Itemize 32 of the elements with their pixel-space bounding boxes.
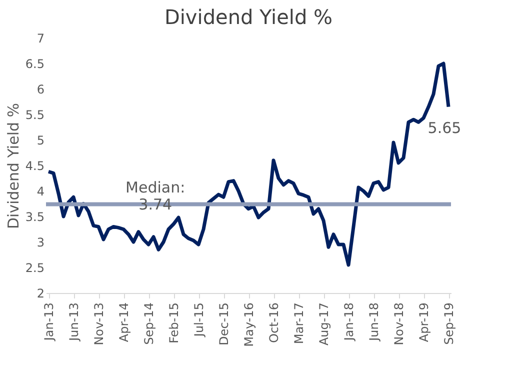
x-tick-label: Oct-16	[267, 302, 281, 343]
x-tick-label: Jan-13	[42, 302, 56, 342]
x-tick-label: Apr-19	[417, 302, 431, 342]
chart-title: Dividend Yield %	[164, 5, 333, 29]
y-tick-label: 5	[36, 134, 44, 148]
y-tick-label: 4	[36, 184, 44, 198]
x-tick-label: Mar-17	[292, 302, 306, 344]
ref-line-label: Median: 3.74	[126, 178, 186, 214]
x-tick-label: Apr-14	[117, 302, 131, 342]
y-tick-label: 7	[36, 32, 44, 46]
x-tick-label: Dec-15	[217, 302, 231, 346]
x-tick-label: Sep-14	[142, 302, 156, 345]
y-tick-label: 2.5	[25, 261, 44, 275]
y-tick-label: 3	[36, 236, 44, 250]
x-tick-label: Aug-17	[317, 302, 331, 346]
y-tick-label: 6	[36, 82, 44, 96]
x-tick-label: Nov-18	[392, 302, 406, 346]
x-tick-label: Sep-19	[442, 302, 456, 345]
y-axis-title: Dividend Yield %	[4, 102, 22, 230]
y-tick-label: 6.5	[25, 57, 44, 71]
x-tick-label: Nov-13	[92, 302, 106, 346]
y-tick-label: 2	[36, 286, 44, 300]
x-tick-label: Jun-13	[67, 302, 81, 342]
x-tick-label: Jan-18	[342, 302, 356, 342]
y-tick-label: 4.5	[25, 159, 44, 173]
x-tick-label: May-16	[242, 302, 256, 347]
annotation: 5.65	[428, 118, 462, 137]
x-tick-label: Jul-15	[192, 302, 206, 338]
y-tick-label: 3.5	[25, 210, 44, 224]
x-tick-label: Feb-15	[167, 302, 181, 344]
y-tick-label: 5.5	[25, 108, 44, 122]
x-tick-label: Jun-18	[367, 302, 381, 342]
